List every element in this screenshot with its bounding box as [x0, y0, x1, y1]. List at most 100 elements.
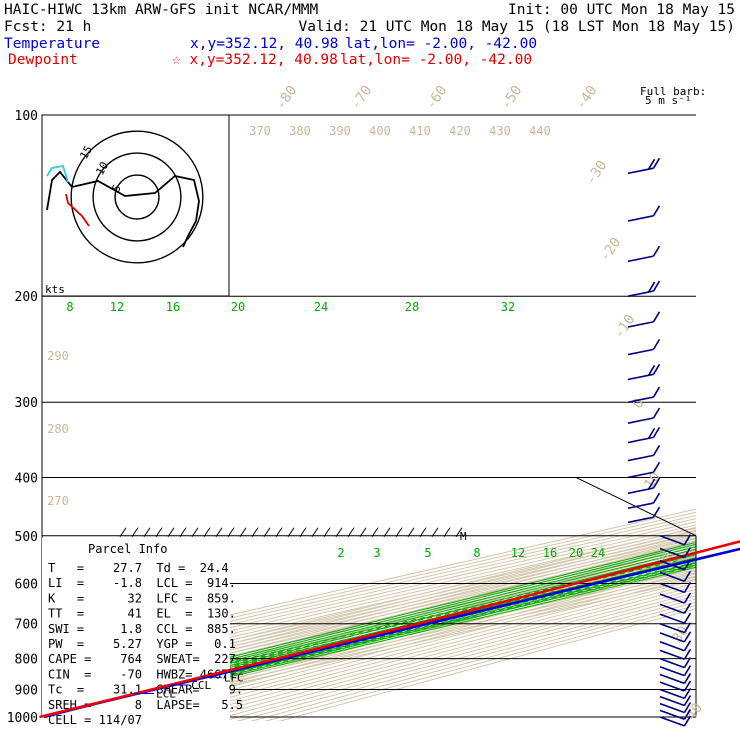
temperature-tick-label: -40 [573, 83, 601, 113]
hatch-mark [323, 527, 331, 538]
dry-adiabat-line [42, 526, 696, 687]
isotherm-line [42, 540, 696, 691]
hatch-mark [143, 527, 151, 538]
parcel-info-row: T = 27.7 Td = 24.4 [48, 561, 229, 575]
temperature-tick-label: -20 [597, 235, 625, 265]
isotherm-line [47, 569, 696, 718]
wind-barb [627, 444, 661, 462]
mixing-ratio-label: 3 [373, 546, 380, 560]
mixing-ratio-label: 8 [473, 546, 480, 560]
lcl-marker-label: LCL [156, 687, 176, 700]
wind-barb [627, 245, 661, 263]
isotherm-line [42, 514, 696, 665]
wind-barb [659, 648, 692, 661]
mixing-ratio-label: 24 [314, 300, 328, 314]
dry-adiabat-line [278, 608, 696, 721]
temperature-tick-label: 20 [655, 546, 678, 569]
level-markers: ELLFCCCLLCLM [119, 527, 467, 700]
mixing-ratio-label: 32 [501, 300, 515, 314]
hatch-mark [443, 527, 451, 538]
temperature-tick-label: -80 [273, 83, 301, 113]
parcel-info-box [42, 538, 230, 721]
hatch-mark [131, 527, 139, 538]
dry-adiabat-line [264, 604, 696, 721]
wind-barb [659, 665, 692, 677]
isotherm-line [42, 527, 696, 678]
wind-barb [659, 673, 692, 685]
pressure-tick-label: 700 [15, 618, 38, 633]
hatch-mark [395, 527, 403, 538]
theta-tick-label: 370 [249, 124, 271, 138]
wind-barb [627, 461, 661, 479]
mixing-ratio-label: 8 [66, 300, 73, 314]
wind-barb [627, 506, 661, 524]
dry-adiabat-line [236, 598, 696, 721]
m-marker-label: M [460, 530, 467, 543]
temperature-tick-label: 40 [683, 700, 706, 723]
hatch-mark [371, 527, 379, 538]
hodograph-ring [114, 174, 160, 220]
theta-tick-label: 400 [369, 124, 391, 138]
mixing-ratio-label: 12 [511, 546, 525, 560]
parcel-info-row: CIN = -70 HWBZ= 4667. [48, 667, 236, 681]
hodograph-trace [46, 170, 200, 248]
ccl-marker-label: CCL [191, 679, 211, 692]
isotherm-line [42, 518, 696, 668]
temperature-legend-label: Temperature [4, 36, 100, 52]
hatch-mark [347, 527, 355, 538]
temperature-tick-label: -30 [583, 158, 611, 188]
header-forecast: Fcst: 21 h [4, 19, 91, 35]
pressure-tick-label: 600 [15, 577, 38, 592]
wind-barb [627, 492, 661, 510]
wind-barb [659, 708, 692, 721]
header-valid: Valid: 21 UTC Mon 18 May 15 (18 LST Mon … [299, 19, 736, 35]
hatch-mark [239, 527, 247, 538]
isotherm-line [42, 524, 696, 675]
dewpoint-legend-label: Dewpoint [8, 52, 78, 68]
wind-barb [659, 547, 692, 559]
dry-adiabat-line [193, 588, 696, 721]
wind-barb [627, 426, 661, 444]
isotherm-line [42, 537, 696, 687]
hatch-mark [335, 527, 343, 538]
mixing-ratio-label: 16 [166, 300, 180, 314]
isotherm-line [89, 578, 696, 718]
wind-barb [627, 338, 661, 356]
dry-adiabat-line [123, 573, 696, 721]
wind-barb [659, 640, 692, 652]
parcel-info-row: SREH = 8 LAPSE= 5.5 [48, 698, 243, 712]
hatch-mark [407, 527, 415, 538]
pressure-tick-label: 900 [15, 683, 38, 698]
mixing-ratio-label: 20 [231, 300, 245, 314]
hodograph-ring-label: 15 [77, 144, 95, 162]
parcel-info-row: Tc = 31.1 SHEAR= 9. [48, 683, 243, 697]
barb-legend-line2: 5 m s⁻¹ [645, 94, 691, 107]
wind-barbs [627, 157, 692, 727]
hatch-mark [215, 527, 223, 538]
hatch-mark [383, 527, 391, 538]
hatch-mark [119, 527, 127, 538]
pressure-tick-label: 100 [15, 109, 38, 124]
dry-adiabat-line [250, 601, 696, 721]
dry-adiabat-line [207, 591, 696, 721]
isotherm-line [42, 530, 696, 681]
pressure-tick-label: 300 [15, 396, 38, 411]
dry-adiabat-line [151, 579, 696, 721]
wind-barb [659, 680, 692, 692]
temperature-legend-latlon: lat,lon= -2.00, -42.00 [345, 36, 537, 52]
dewpoint-legend-latlon: lat,lon= -2.00, -42.00 [340, 52, 532, 68]
pressure-tick-label: 500 [15, 530, 38, 545]
isotherm-line [42, 553, 696, 703]
wind-barb [627, 205, 661, 222]
wind-barb [627, 363, 661, 381]
wind-barb [659, 715, 692, 727]
barb-legend-line1: Full barb: [640, 85, 706, 98]
hatch-mark [419, 527, 427, 538]
sounding-profiles [39, 540, 740, 719]
temperature-legend-xy: x,y=352.12, 40.98 [190, 36, 338, 52]
dewpoint-legend-xy: ☆ x,y=352.12, 40.98 [172, 52, 338, 68]
lfc-marker-label: LFC [224, 671, 244, 684]
hodograph-trace-low [46, 164, 69, 183]
parcel-info-row: SWI = 1.8 CCL = 885. [48, 622, 236, 636]
